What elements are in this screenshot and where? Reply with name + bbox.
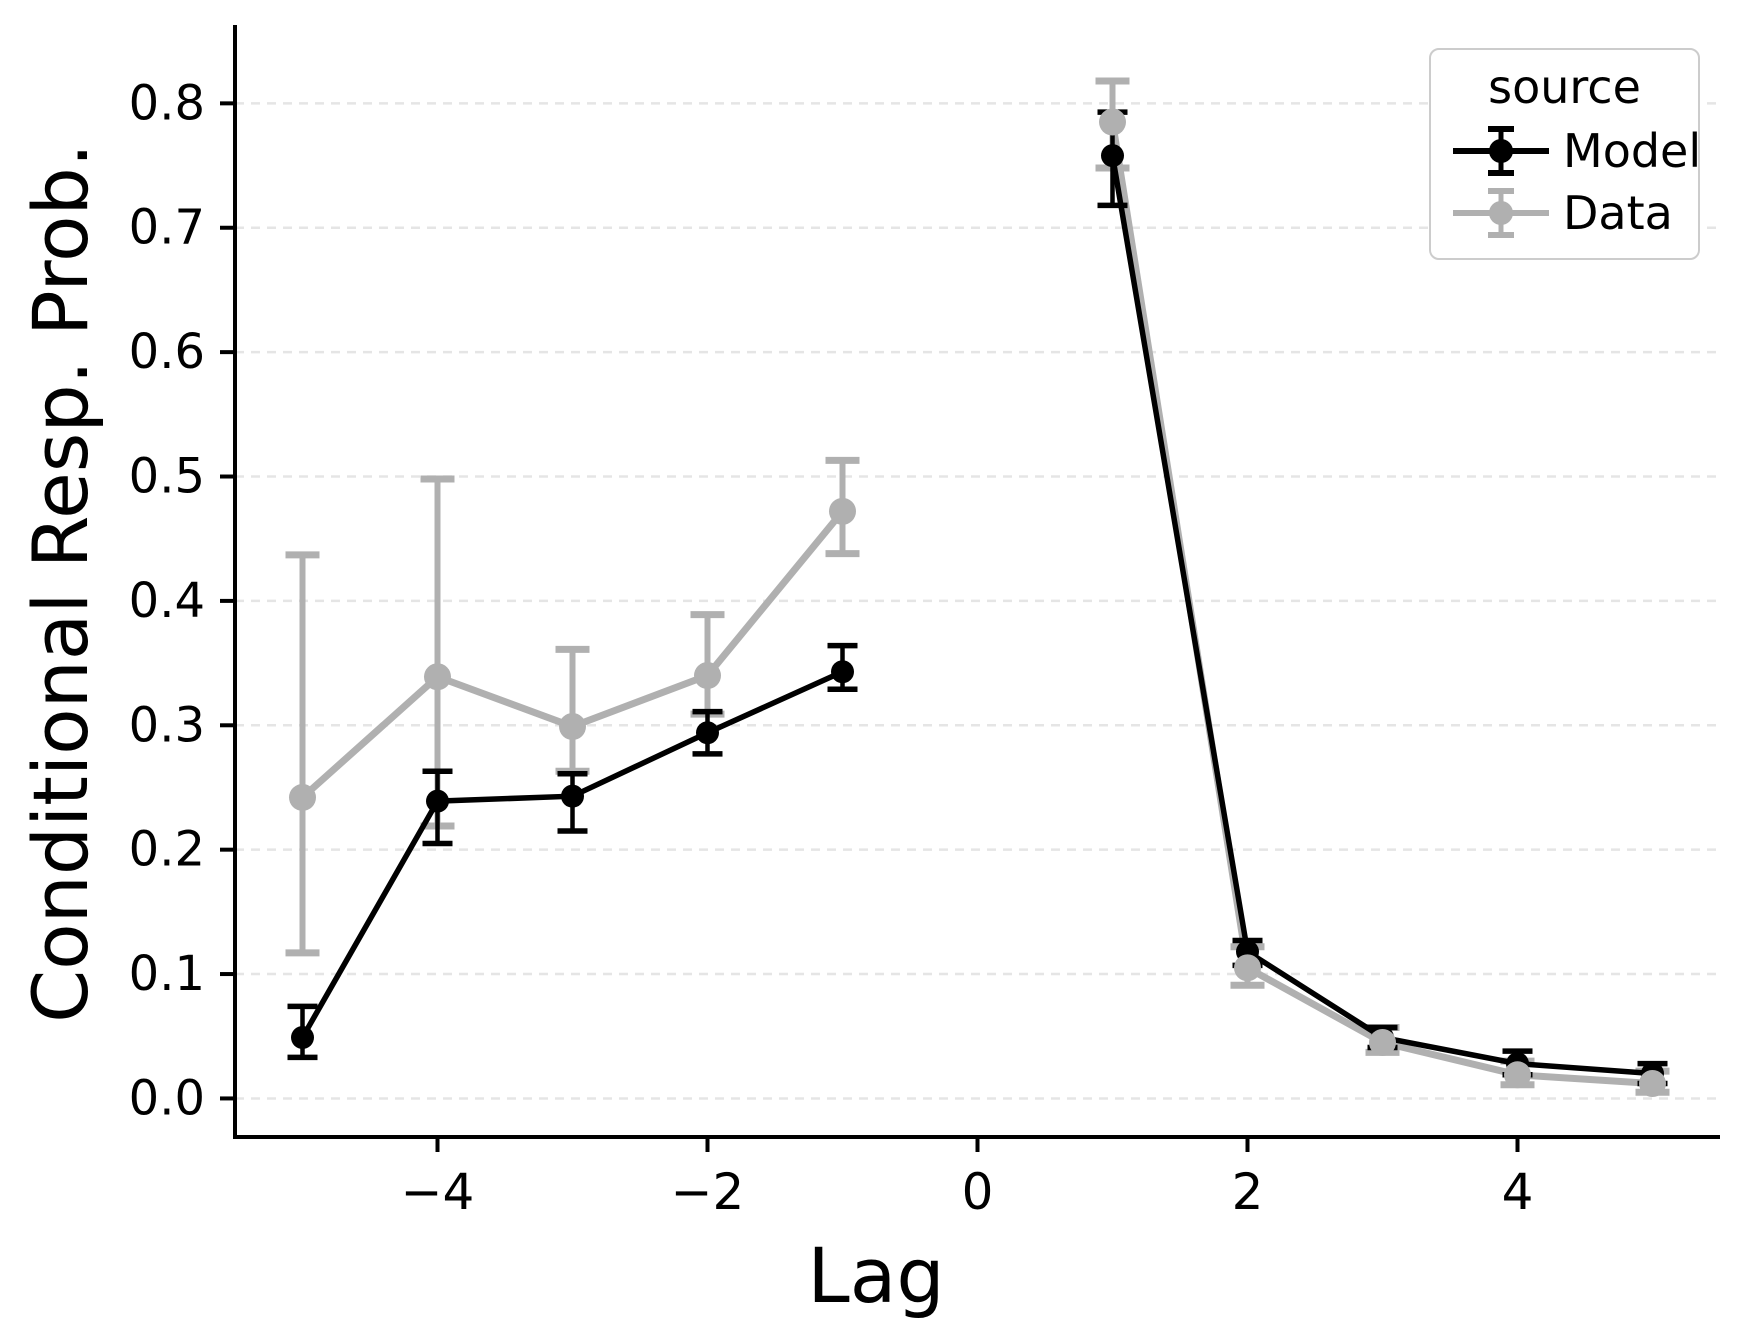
model-point-marker: [1101, 144, 1124, 168]
x-tick-label: 0: [962, 1163, 994, 1221]
x-tick-label: 4: [1502, 1163, 1534, 1221]
data-point-marker: [559, 713, 586, 741]
model-point-marker: [696, 721, 719, 745]
model-point-marker: [426, 789, 449, 813]
data-point-marker: [1639, 1070, 1666, 1098]
y-tick-label: 0.1: [129, 946, 205, 1002]
data-point-marker: [1234, 954, 1261, 982]
legend-entry-label: Data: [1563, 186, 1673, 240]
x-tick-label: −4: [401, 1163, 475, 1221]
legend-box: source Model Data: [1429, 48, 1702, 260]
legend-title: source: [1488, 60, 1641, 114]
y-tick-label: 0.3: [129, 697, 205, 753]
legend-marker-icon: [1453, 188, 1549, 238]
y-tick-label: 0.6: [129, 324, 205, 380]
y-tick-label: 0.4: [129, 573, 205, 629]
legend-marker-icon: [1453, 126, 1549, 176]
y-tick-label: 0.7: [129, 200, 205, 256]
x-axis-label: Lag: [807, 1231, 945, 1320]
data-point-marker: [1099, 108, 1126, 136]
y-tick-label: 0.0: [129, 1070, 205, 1126]
model-point-marker: [291, 1025, 314, 1049]
y-tick-label: 0.8: [129, 75, 205, 131]
y-tick-label: 0.2: [129, 822, 205, 878]
legend-entry-model: Model: [1431, 120, 1702, 182]
data-point-marker: [1504, 1061, 1531, 1089]
legend-entry-data: Data: [1431, 182, 1698, 244]
data-point-marker: [829, 497, 856, 525]
y-tick-label: 0.5: [129, 449, 205, 505]
data-point-marker: [1369, 1028, 1396, 1056]
data-point-marker: [424, 663, 451, 691]
x-tick-label: 2: [1232, 1163, 1264, 1221]
data-line: [1109, 121, 1653, 1088]
y-axis-label: Conditional Resp. Prob.: [16, 143, 105, 1023]
data-point-marker: [289, 783, 316, 811]
model-point-marker: [561, 784, 584, 808]
x-tick-label: −2: [671, 1163, 745, 1221]
legend-entry-label: Model: [1563, 124, 1702, 178]
legend-entries: Model Data: [1431, 120, 1702, 244]
data-point-marker: [694, 662, 721, 690]
model-point-marker: [831, 660, 854, 684]
